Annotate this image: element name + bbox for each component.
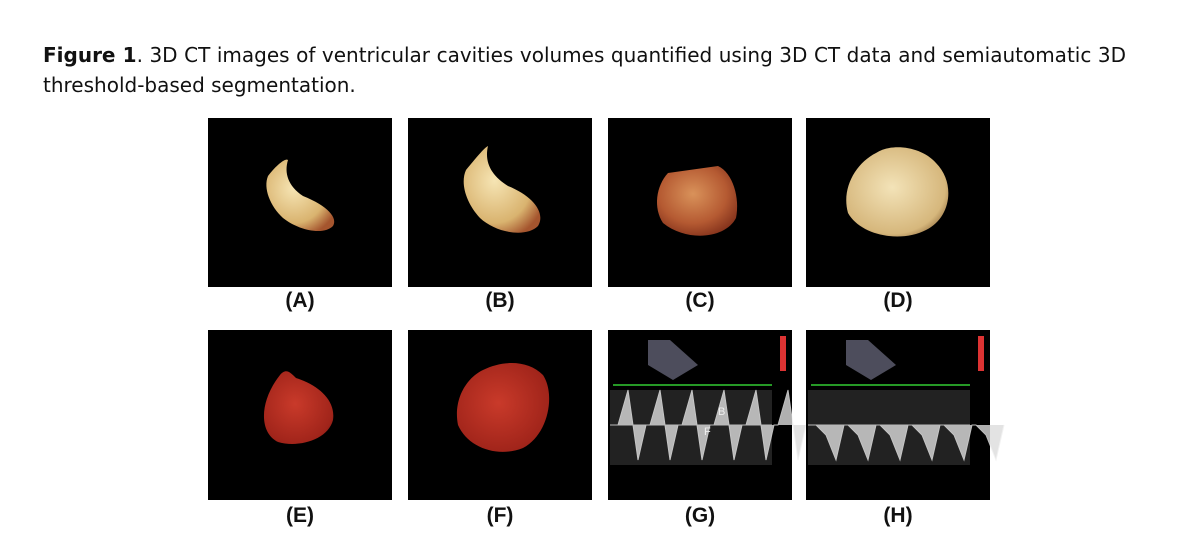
doppler-marker: B xyxy=(718,406,725,418)
color-bar xyxy=(978,336,984,371)
ventricle-render xyxy=(263,371,334,444)
ventricle-render xyxy=(456,363,550,452)
color-bar xyxy=(780,336,786,371)
panel-label: (C) xyxy=(685,289,714,312)
panel-label: (E) xyxy=(286,504,314,527)
caption-label: Figure 1 xyxy=(43,43,137,67)
panel-label: (F) xyxy=(487,504,514,527)
doppler-marker: F xyxy=(704,426,711,438)
ventricle-render xyxy=(656,166,738,236)
ventricle-render xyxy=(463,146,541,233)
panel-label: (H) xyxy=(883,504,912,527)
ventricle-render xyxy=(266,159,335,232)
caption-text: . 3D CT images of ventricular cavities v… xyxy=(43,43,1126,97)
panel-label: (B) xyxy=(485,289,514,312)
sector-view xyxy=(648,340,698,380)
figure-caption: Figure 1. 3D CT images of ventricular ca… xyxy=(43,40,1126,100)
panel-label: (G) xyxy=(685,504,715,527)
panel-label: (D) xyxy=(883,289,912,312)
panel-label: (A) xyxy=(285,289,314,312)
ventricle-render xyxy=(846,147,949,237)
sector-view xyxy=(846,340,896,380)
